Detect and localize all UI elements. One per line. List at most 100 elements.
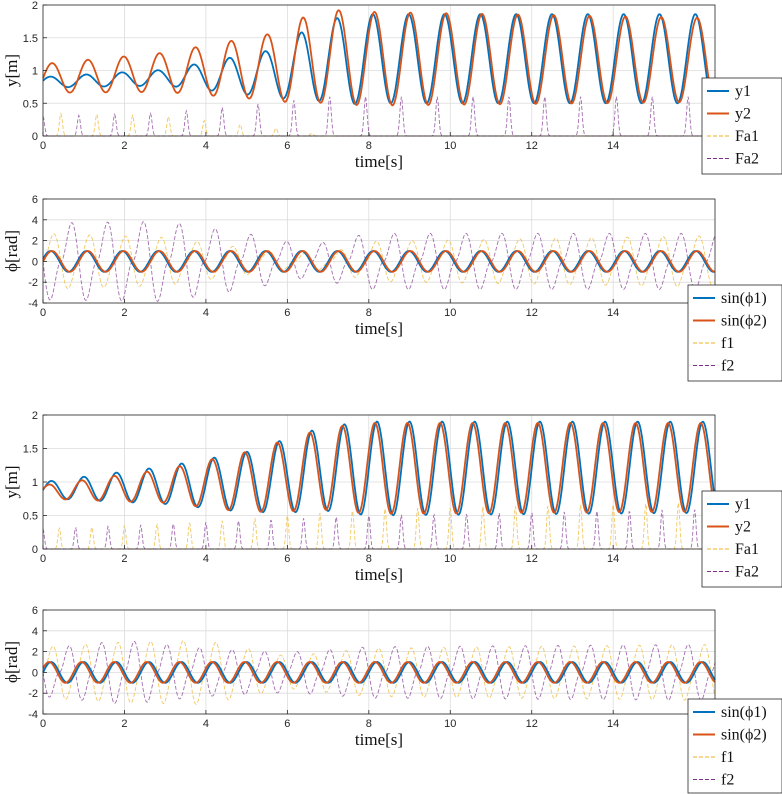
x-tick-label: 4	[203, 140, 209, 152]
legend: y1 y2 Fa1 Fa2	[701, 77, 782, 175]
x-tick-label: 10	[444, 718, 456, 730]
axis-box	[42, 609, 716, 715]
legend: y1 y2 Fa1 Fa2	[701, 490, 782, 588]
legend-label: y2	[735, 106, 751, 123]
series-line-sin1	[42, 250, 716, 273]
x-tick-label: 0	[40, 553, 46, 565]
y-tick-label: -2	[28, 688, 38, 700]
axis-box	[42, 198, 716, 304]
x-tick-label: 12	[526, 140, 538, 152]
y-tick-label: 6	[32, 605, 38, 617]
y-axis-label: y[m]	[2, 54, 21, 87]
x-tick-label: 2	[121, 718, 127, 730]
x-tick-label: 6	[284, 718, 290, 730]
x-tick-label: 2	[121, 140, 127, 152]
x-axis-label: time[s]	[355, 565, 403, 584]
legend-label: sin(ϕ1)	[721, 290, 767, 307]
x-tick-label: 8	[366, 140, 372, 152]
y-tick-label: 0	[32, 131, 38, 143]
y-tick-label: -4	[28, 298, 38, 310]
y-tick-label: 6	[32, 194, 38, 206]
y-tick-label: 4	[32, 626, 38, 638]
x-tick-label: 4	[203, 718, 209, 730]
legend-label: Fa1	[735, 128, 759, 145]
plot-area	[43, 199, 715, 303]
x-tick-label: 0	[40, 140, 46, 152]
y-tick-label: 1.5	[23, 444, 38, 456]
x-tick-label: 0	[40, 307, 46, 319]
x-tick-label: 12	[526, 307, 538, 319]
y-axis-label: ϕ[rad]	[2, 230, 21, 272]
x-tick-label: 10	[444, 307, 456, 319]
y-tick-label: 0.5	[23, 98, 38, 110]
x-tick-label: 4	[203, 307, 209, 319]
legend-label: f1	[721, 749, 734, 766]
legend-label: sin(ϕ2)	[721, 727, 767, 744]
y-tick-label: 1.5	[23, 33, 38, 45]
x-tick-label: 14	[607, 553, 619, 565]
y-tick-label: 0	[32, 667, 38, 679]
x-tick-label: 2	[121, 307, 127, 319]
x-tick-label: 4	[203, 553, 209, 565]
y-tick-label: 1	[32, 66, 38, 78]
series-line-f2	[42, 221, 716, 302]
x-tick-label: 8	[366, 307, 372, 319]
x-tick-label: 2	[121, 553, 127, 565]
panel-1: 0 2 4 6 8 10 12 14 0 0.5 1 1.5 2 time[s] y[m] y1 y2 Fa1 Fa…	[2, 0, 782, 175]
legend-label: y1	[735, 496, 751, 513]
y-tick-label: 4	[32, 215, 38, 227]
y-tick-label: 2	[32, 410, 38, 422]
series-line-f2	[42, 640, 716, 704]
legend-label: Fa1	[735, 541, 759, 558]
series-line-y2	[42, 9, 716, 107]
x-tick-label: 14	[607, 718, 619, 730]
x-tick-label: 8	[366, 553, 372, 565]
y-tick-label: 2	[32, 236, 38, 248]
x-tick-label: 6	[284, 307, 290, 319]
series-line-f1	[42, 640, 716, 705]
y-tick-label: -2	[28, 277, 38, 289]
legend-label: f2	[721, 358, 734, 375]
legend: sin(ϕ1) sin(ϕ2) f1 f2	[687, 698, 782, 794]
x-tick-label: 6	[284, 140, 290, 152]
series-line-sin2	[42, 250, 716, 273]
legend-label: y2	[735, 519, 751, 536]
series-line-sin2	[42, 661, 716, 684]
y-tick-label: 0.5	[23, 511, 38, 523]
legend-box	[701, 77, 782, 175]
legend-label: f1	[721, 335, 734, 352]
x-tick-label: 0	[40, 718, 46, 730]
panel-2: 0 2 4 6 8 10 12 14-4-20246time[s]ϕ[rad]sin(ϕ1)s…	[2, 194, 782, 382]
y-tick-label: -4	[28, 709, 38, 721]
legend-label: Fa2	[735, 151, 759, 168]
legend: sin(ϕ1) sin(ϕ2) f1 f2	[687, 284, 782, 382]
legend-box	[687, 698, 782, 794]
series-line-y1	[42, 420, 716, 517]
legend-label: sin(ϕ1)	[721, 704, 767, 721]
panel-3: 0 2 4 6 8 10 12 14 0 0.5 1 1.5 2 time[s] y[m] y1 y2 Fa1 Fa…	[2, 410, 782, 588]
y-axis-label: ϕ[rad]	[2, 641, 21, 683]
legend-label: Fa2	[735, 564, 759, 581]
x-tick-label: 10	[444, 140, 456, 152]
y-tick-label: 2	[32, 0, 38, 12]
y-tick-label: 0	[32, 544, 38, 556]
y-tick-label: 1	[32, 477, 38, 489]
legend-label: y1	[735, 83, 751, 100]
y-axis-label: y[m]	[2, 465, 21, 498]
legend-label: f2	[721, 772, 734, 789]
x-axis-label: time[s]	[355, 319, 403, 338]
panel-4: 0 2 4 6 8 10 12 14-4-20246time[s]ϕ[rad]sin(ϕ1)s…	[2, 605, 782, 794]
series-line-y2	[42, 421, 716, 515]
y-tick-label: 0	[32, 256, 38, 268]
x-tick-label: 6	[284, 553, 290, 565]
x-tick-label: 14	[607, 307, 619, 319]
x-tick-label: 12	[526, 718, 538, 730]
x-axis-label: time[s]	[355, 152, 403, 171]
x-tick-label: 8	[366, 718, 372, 730]
x-tick-label: 12	[526, 553, 538, 565]
x-tick-label: 14	[607, 140, 619, 152]
series-line-y1	[42, 13, 716, 105]
legend-box	[687, 284, 782, 382]
x-axis-label: time[s]	[355, 730, 403, 749]
